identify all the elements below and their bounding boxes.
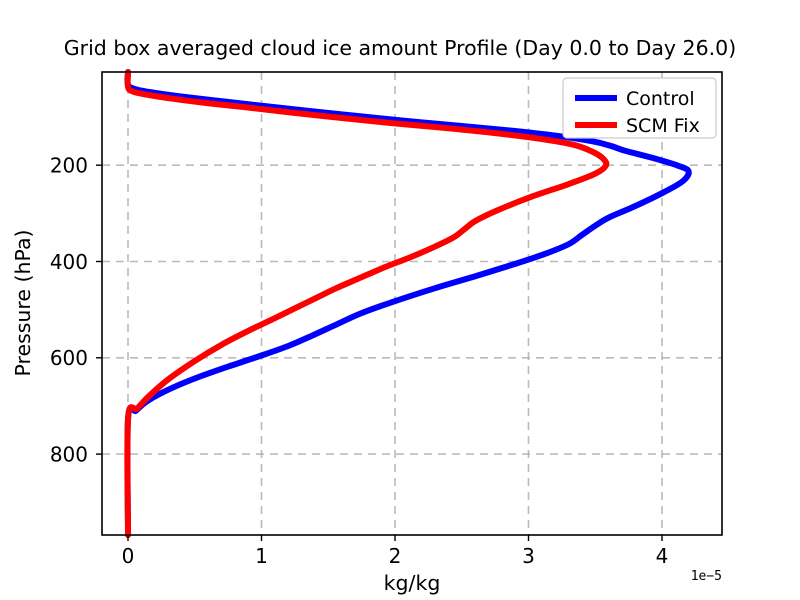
x-tick-label-2: 2	[389, 544, 402, 568]
legend-label-scm-fix: SCM Fix	[626, 115, 700, 137]
x-tick-label-0: 0	[122, 544, 135, 568]
plot-frame	[101, 71, 723, 536]
x-axis-label: kg/kg	[384, 571, 441, 595]
x-tick-label-3: 3	[522, 544, 535, 568]
x-tick-label-1: 1	[255, 544, 268, 568]
y-tick-label-200: 200	[50, 154, 88, 178]
series-line-control	[124, 69, 692, 538]
x-tick-label-4: 4	[656, 544, 669, 568]
data-series-group	[124, 69, 692, 538]
page-title: Grid box averaged cloud ice amount Profi…	[63, 36, 737, 60]
chart-legend[interactable]: Control SCM Fix	[562, 77, 717, 139]
x-axis-offset-label: 1e−5	[691, 569, 722, 584]
y-tick-label-800: 800	[50, 442, 88, 466]
legend-label-control: Control	[626, 88, 695, 110]
axes-spines	[101, 71, 723, 536]
y-tick-label-400: 400	[50, 250, 88, 274]
y-axis-label: Pressure (hPa)	[11, 229, 35, 376]
series-line-scm-fix	[124, 69, 610, 538]
x-tick-marks	[127, 535, 663, 541]
y-tick-marks	[96, 164, 102, 455]
x-tick-labels: 0 1 2 3 4	[122, 544, 669, 568]
y-tick-labels: 200 400 600 800	[50, 154, 88, 467]
y-tick-label-600: 600	[50, 346, 88, 370]
